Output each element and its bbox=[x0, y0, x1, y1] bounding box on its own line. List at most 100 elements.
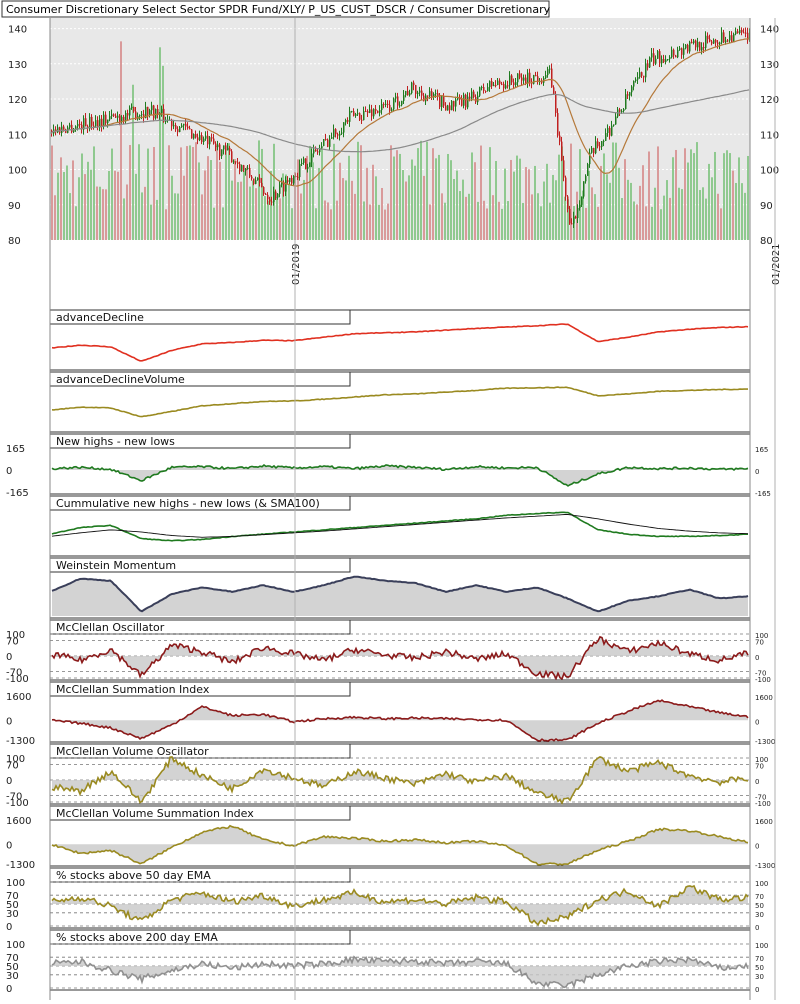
volume-bar bbox=[615, 142, 617, 240]
panel-tick-right: -100 bbox=[755, 676, 771, 684]
candle-body bbox=[157, 108, 159, 115]
candle-body bbox=[575, 216, 577, 219]
candle-body bbox=[275, 191, 277, 198]
volume-bar bbox=[84, 174, 86, 240]
candle-body bbox=[219, 144, 221, 157]
candle-body bbox=[441, 95, 443, 107]
candle-body bbox=[699, 42, 701, 51]
volume-bar bbox=[441, 193, 443, 240]
volume-bar bbox=[318, 167, 320, 240]
candle-body bbox=[183, 123, 185, 126]
volume-bar bbox=[360, 145, 362, 240]
panel-tick-left: 1600 bbox=[6, 816, 31, 827]
volume-bar bbox=[459, 191, 461, 240]
candle-body bbox=[659, 51, 661, 64]
candle-body bbox=[315, 149, 317, 152]
panel-tick-right: 1600 bbox=[755, 694, 773, 702]
panel-title: McClellan Oscillator bbox=[56, 621, 165, 634]
candle-body bbox=[687, 44, 689, 52]
volume-bar bbox=[690, 149, 692, 240]
candle-body bbox=[739, 30, 741, 33]
volume-bar bbox=[567, 199, 569, 240]
volume-bar bbox=[420, 140, 422, 240]
candle-body bbox=[429, 91, 431, 97]
volume-bar bbox=[564, 196, 566, 240]
candle-body bbox=[247, 167, 249, 169]
candle-body bbox=[199, 135, 201, 141]
panel-tick-right: 70 bbox=[755, 639, 764, 647]
panel-tick-right: 30 bbox=[755, 973, 764, 981]
panel-tick-left: 100 bbox=[6, 878, 25, 889]
candle-body bbox=[121, 116, 123, 123]
candle-body bbox=[89, 116, 91, 129]
volume-bar bbox=[105, 189, 107, 240]
candle-body bbox=[563, 160, 565, 178]
volume-bar bbox=[627, 179, 629, 240]
candle-body bbox=[281, 182, 283, 185]
panel-tick-left: -1300 bbox=[6, 860, 35, 871]
candle-body bbox=[401, 100, 403, 106]
candle-body bbox=[233, 161, 235, 163]
volume-bar bbox=[345, 180, 347, 240]
candle-body bbox=[197, 137, 199, 141]
candle-body bbox=[519, 73, 521, 78]
date-axis: 01/2019 01/2021 bbox=[291, 243, 782, 285]
candle-body bbox=[727, 40, 729, 42]
candle-body bbox=[79, 123, 81, 125]
panel-tick-right: 0 bbox=[755, 924, 759, 932]
candle-body bbox=[69, 124, 71, 128]
panel-tick-left: 70 bbox=[6, 891, 19, 902]
candle-body bbox=[455, 99, 457, 107]
candle-body bbox=[629, 92, 631, 96]
candle-body bbox=[723, 32, 725, 43]
panel-title: McClellan Volume Summation Index bbox=[56, 807, 254, 820]
price-tick-left: 140 bbox=[8, 25, 27, 36]
candle-body bbox=[135, 111, 137, 120]
candle-body bbox=[731, 35, 733, 43]
candle-body bbox=[359, 113, 361, 120]
candle-body bbox=[477, 95, 479, 103]
volume-bar bbox=[747, 155, 749, 240]
panel-tick-right: 100 bbox=[755, 756, 768, 764]
candle-body bbox=[221, 149, 223, 157]
volume-bar bbox=[285, 174, 287, 240]
candle-body bbox=[483, 87, 485, 91]
candle-body bbox=[713, 39, 715, 44]
volume-bar bbox=[621, 198, 623, 240]
panel-mcclellan-volume-summation-index: McClellan Volume Summation Index 1600 1600… bbox=[6, 805, 775, 871]
candle-body bbox=[595, 141, 597, 154]
volume-bar bbox=[726, 150, 728, 240]
volume-bar bbox=[528, 169, 530, 240]
candle-body bbox=[409, 93, 411, 96]
candle-body bbox=[513, 82, 515, 85]
candle-body bbox=[129, 107, 131, 116]
volume-bar bbox=[57, 172, 59, 240]
volume-bar bbox=[144, 186, 146, 240]
candle-body bbox=[541, 81, 543, 83]
volume-bar bbox=[315, 208, 317, 240]
candle-body bbox=[697, 42, 699, 48]
volume-bar bbox=[396, 150, 398, 240]
candle-body bbox=[557, 113, 559, 136]
candle-body bbox=[621, 110, 623, 112]
volume-bar bbox=[597, 206, 599, 240]
candle-body bbox=[125, 113, 127, 122]
candle-body bbox=[589, 152, 591, 165]
volume-bar bbox=[69, 193, 71, 240]
price-tick-right: 100 bbox=[760, 166, 779, 177]
candle-body bbox=[279, 184, 281, 194]
candle-body bbox=[225, 145, 227, 151]
candle-body bbox=[229, 147, 231, 152]
panel-tick-right: 50 bbox=[755, 902, 764, 910]
panel-tick-left: 30 bbox=[6, 909, 19, 920]
candle-body bbox=[363, 111, 365, 121]
volume-bar bbox=[639, 185, 641, 240]
panel-tick-right: -1300 bbox=[755, 862, 775, 870]
candle-body bbox=[123, 116, 125, 122]
volume-bar bbox=[543, 181, 545, 240]
volume-bar bbox=[447, 153, 449, 240]
candle-body bbox=[509, 75, 511, 86]
candle-body bbox=[431, 91, 433, 97]
volume-bar bbox=[591, 187, 593, 240]
